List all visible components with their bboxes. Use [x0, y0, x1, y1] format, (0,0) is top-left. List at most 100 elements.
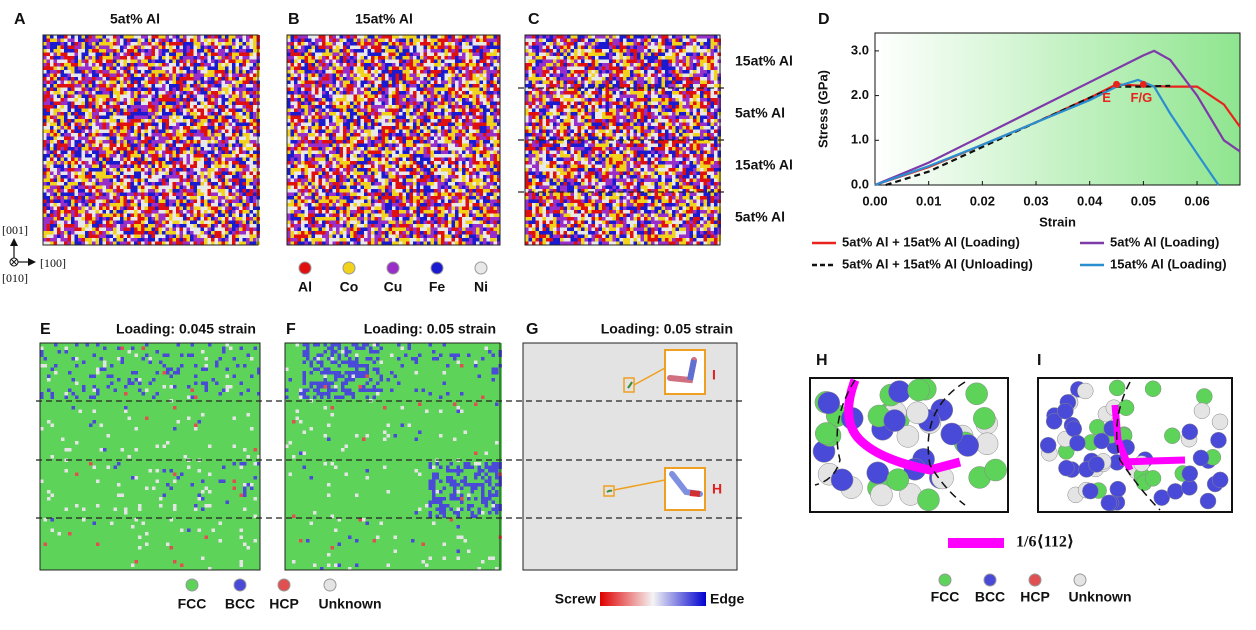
- panel-label: C: [528, 11, 540, 28]
- atom: [1211, 471, 1229, 489]
- atom: [886, 468, 910, 491]
- atom: [817, 391, 840, 415]
- panel-title: 15at% Al: [355, 11, 413, 27]
- atom-cells: [40, 343, 261, 532]
- loop-outline: [814, 379, 1161, 511]
- atom: [870, 483, 893, 507]
- legend-label: Fe: [429, 279, 446, 295]
- atom: [815, 422, 838, 445]
- atom: [973, 407, 996, 430]
- panel-label: I: [1037, 352, 1041, 369]
- atom: [984, 458, 1007, 482]
- y-tick-label: 0.0: [851, 176, 869, 191]
- panel-title: Loading: 0.05 strain: [601, 321, 733, 337]
- atom-cells: [43, 35, 260, 245]
- burgers-label: 1/6⟨112⟩: [1016, 534, 1074, 551]
- axis-label: [100]: [40, 256, 66, 270]
- x-tick-label: 0.06: [1184, 193, 1209, 208]
- atom: [1210, 431, 1227, 449]
- atom: [1144, 380, 1162, 398]
- legend-swatch: [277, 578, 291, 592]
- atom-view: [1039, 379, 1229, 512]
- atom-cells: [285, 343, 502, 571]
- layer-label: 5at% Al: [735, 105, 785, 121]
- legend-label: 15at% Al (Loading): [1110, 256, 1227, 271]
- legend-swatch: [938, 573, 952, 587]
- colorbar-label: Edge: [710, 591, 744, 607]
- atom: [1181, 423, 1199, 441]
- y-tick-label: 3.0: [851, 42, 869, 57]
- panel-title: Loading: 0.05 strain: [364, 321, 496, 337]
- layer-dividers: [36, 400, 745, 519]
- atom: [1144, 470, 1162, 487]
- y-axis-label: Stress (GPa): [815, 70, 830, 148]
- atom: [1108, 379, 1126, 397]
- legend-label: Cu: [384, 279, 403, 295]
- layer-label: 15at% Al: [735, 53, 793, 69]
- atom: [1065, 420, 1083, 438]
- atom: [1077, 382, 1094, 400]
- atom-cells: [43, 35, 260, 245]
- x-tick-label: 0.02: [970, 193, 995, 208]
- legend-label: 5at% Al (Loading): [1110, 234, 1219, 249]
- atom: [1082, 482, 1099, 500]
- legend-label: Co: [340, 279, 359, 295]
- legend-swatch: [185, 578, 199, 592]
- legend-swatch: [430, 261, 444, 275]
- map-frame: [284, 342, 501, 571]
- atom: [1196, 388, 1213, 405]
- annotation-point: [1139, 80, 1147, 88]
- panel-title: Loading: 0.045 strain: [116, 321, 256, 337]
- panel-label: E: [40, 321, 51, 338]
- legend-swatch: [233, 578, 247, 592]
- atom: [830, 468, 854, 492]
- map-frame: [42, 34, 259, 246]
- y-tick-label: 2.0: [851, 87, 869, 102]
- frame: [1037, 377, 1233, 513]
- annotation-point: [1113, 80, 1121, 88]
- atom: [940, 422, 964, 446]
- x-tick-label: 0.00: [862, 193, 887, 208]
- atom: [975, 432, 999, 455]
- map-frame: [39, 342, 261, 571]
- atom-view: [812, 377, 1007, 512]
- stress-strain-chart: 0.00 0.01 0.02 0.03 0.04 0.05 0.06 0.0 1.0 2.0 3.0…: [815, 32, 1241, 229]
- atom: [1211, 413, 1229, 431]
- atom: [888, 380, 911, 403]
- atom: [1088, 456, 1105, 473]
- atom: [1181, 465, 1199, 482]
- atom: [1193, 402, 1211, 420]
- annotation-label: E: [1102, 90, 1111, 105]
- colorbar: Screw Edge: [555, 591, 745, 607]
- atom: [1057, 402, 1074, 420]
- atom: [1093, 432, 1110, 450]
- callout-i: I: [623, 349, 716, 395]
- atom: [956, 434, 979, 457]
- atom: [1192, 449, 1210, 467]
- orientation: [001] [100] [010]: [2, 223, 66, 285]
- legend-label: FCC: [931, 589, 960, 605]
- legend-swatch: [474, 261, 488, 275]
- atom: [1153, 489, 1171, 506]
- legend-swatch: [323, 578, 337, 592]
- panel-label: B: [288, 11, 300, 28]
- legend-label: BCC: [975, 589, 1005, 605]
- burgers-legend: [948, 538, 1004, 548]
- atom-cells: [40, 343, 261, 571]
- x-tick-label: 0.01: [916, 193, 941, 208]
- atom: [965, 382, 988, 406]
- x-tick-label: 0.05: [1131, 193, 1156, 208]
- atom-cells: [285, 343, 502, 571]
- annotation-label: F/G: [1131, 90, 1153, 105]
- atom-cells: [287, 35, 501, 245]
- y-tick-label: 1.0: [851, 132, 869, 147]
- x-tick-label: 0.04: [1077, 193, 1103, 208]
- frame: [809, 377, 1009, 513]
- dislocation: [844, 378, 962, 475]
- layer-label: 15at% Al: [735, 157, 793, 173]
- legend-label: BCC: [225, 596, 255, 612]
- atom: [1089, 419, 1106, 436]
- layer-dividers: [518, 87, 728, 193]
- atom: [896, 425, 920, 448]
- callout-label: I: [712, 367, 716, 383]
